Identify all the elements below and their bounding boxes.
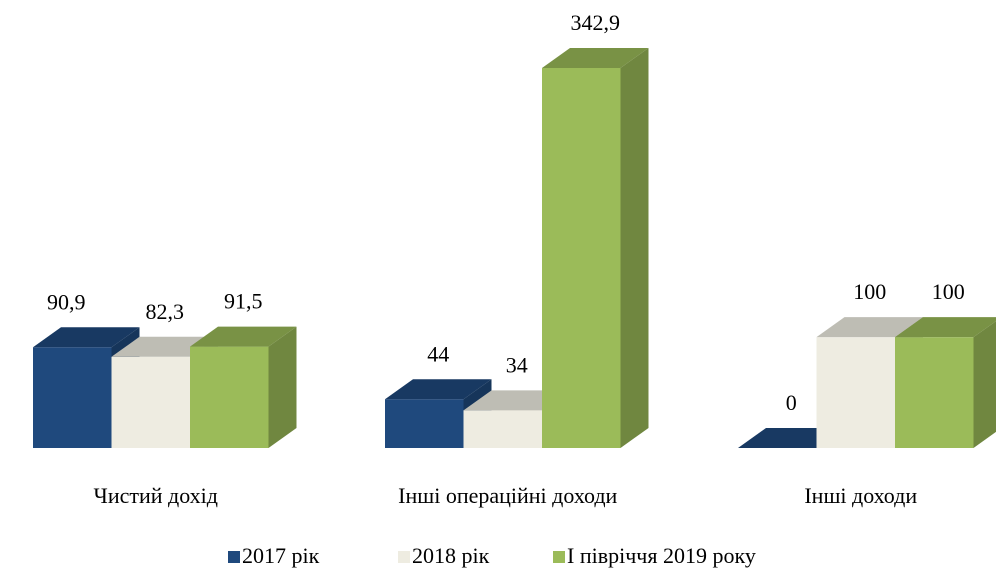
value-label: 91,5: [224, 289, 263, 314]
bar-top: [190, 326, 297, 347]
legend-label: 2018 рік: [412, 543, 490, 568]
bar-front: [542, 68, 621, 448]
bar-front: [111, 356, 190, 448]
value-label: 342,9: [571, 10, 621, 35]
bar-front: [33, 347, 112, 448]
value-label: 100: [853, 279, 886, 304]
bar-front: [190, 346, 269, 448]
bar-top: [542, 48, 649, 68]
bar-side: [620, 48, 649, 448]
bar-side: [268, 326, 297, 448]
value-label: 0: [786, 390, 797, 415]
bar-front: [816, 337, 895, 448]
legend-label: 2017 рік: [242, 543, 320, 568]
legend-swatch: [553, 551, 565, 563]
bar-front: [385, 399, 464, 448]
category-label: Інші доходи: [804, 483, 917, 508]
value-label: 82,3: [146, 299, 185, 324]
legend-swatch: [228, 551, 240, 563]
bar-side: [973, 321, 996, 448]
bar-top: [385, 379, 492, 400]
category-label: Інші операційні доходи: [398, 483, 617, 508]
bar-top: [33, 327, 140, 348]
bar-top: [816, 317, 923, 338]
value-label: 90,9: [47, 289, 86, 314]
value-label: 44: [427, 341, 449, 366]
value-label: 34: [506, 352, 528, 377]
value-label: 100: [932, 279, 965, 304]
legend-swatch: [398, 551, 410, 563]
legend-label: І півріччя 2019 року: [567, 543, 756, 568]
bar-top: [895, 317, 996, 338]
category-label: Чистий дохід: [94, 483, 218, 508]
bar-front: [463, 410, 542, 448]
bar-front: [895, 337, 974, 448]
